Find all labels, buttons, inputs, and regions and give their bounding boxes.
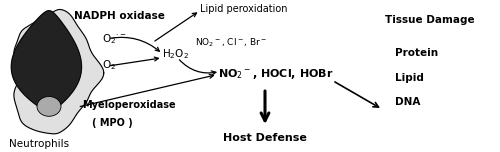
Text: O$_2$$^{·-}$: O$_2$$^{·-}$	[102, 33, 127, 46]
Text: NO$_2$$^-$, HOCl, HOBr: NO$_2$$^-$, HOCl, HOBr	[218, 67, 333, 81]
Text: O$_2$: O$_2$	[102, 58, 117, 71]
Text: NO$_2$$^-$, Cl$^-$, Br$^-$: NO$_2$$^-$, Cl$^-$, Br$^-$	[195, 36, 268, 49]
Ellipse shape	[37, 97, 61, 116]
Polygon shape	[14, 9, 104, 134]
Text: ( MPO ): ( MPO )	[92, 118, 132, 128]
Text: Host Defense: Host Defense	[223, 133, 307, 143]
Text: H$_2$O$_2$: H$_2$O$_2$	[162, 47, 190, 61]
Text: NADPH oxidase: NADPH oxidase	[74, 11, 165, 21]
Text: Lipid peroxidation: Lipid peroxidation	[200, 4, 288, 14]
Text: Neutrophils: Neutrophils	[9, 139, 69, 149]
Text: Protein: Protein	[395, 48, 438, 58]
Polygon shape	[12, 11, 82, 111]
Text: Tissue Damage: Tissue Damage	[385, 15, 474, 25]
Text: Lipid: Lipid	[395, 73, 424, 83]
Text: Myeloperoxidase: Myeloperoxidase	[82, 100, 176, 110]
Text: DNA: DNA	[395, 97, 420, 107]
